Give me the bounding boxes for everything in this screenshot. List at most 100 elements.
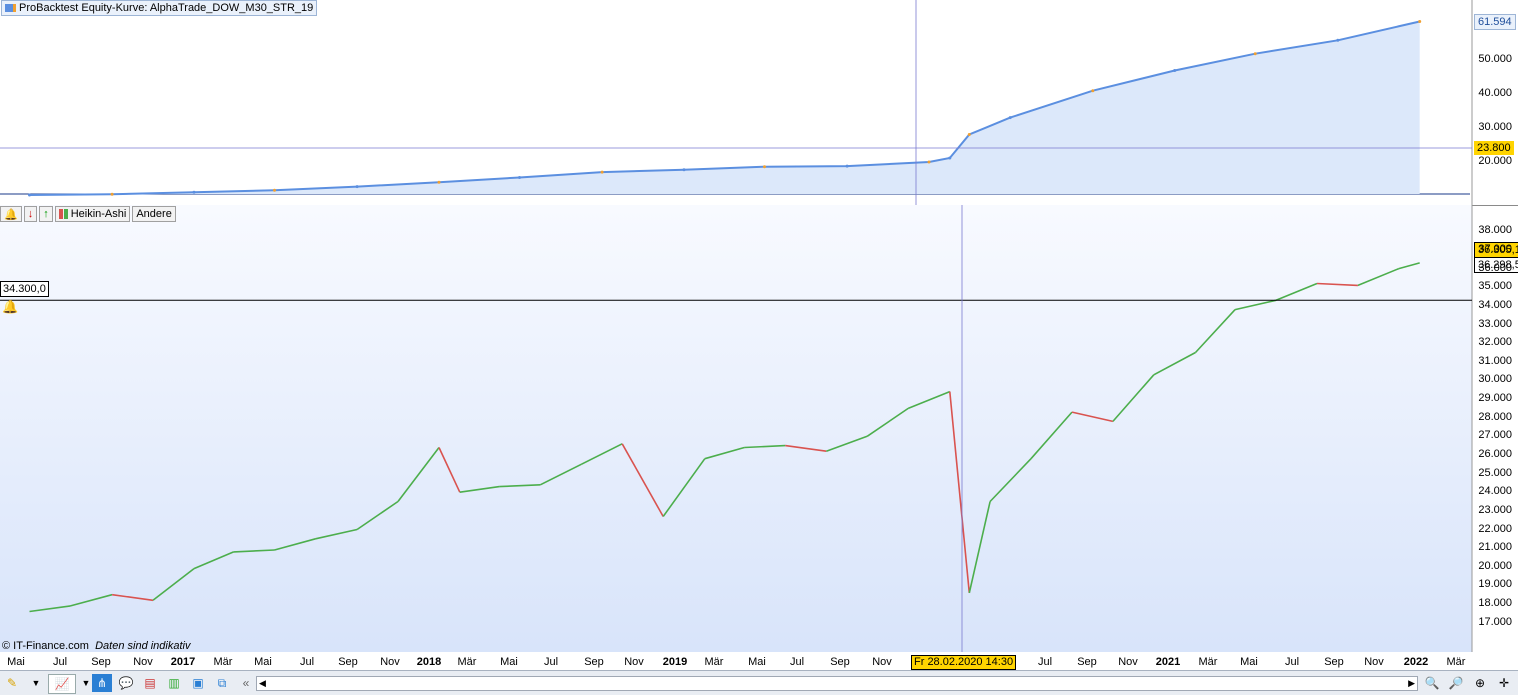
sell-arrow-button[interactable]: ↓: [23, 206, 38, 222]
time-axis-label: Mai: [1240, 656, 1258, 668]
time-axis-label: 2022: [1403, 656, 1429, 668]
price-segment: [1112, 374, 1155, 422]
equity-point: [518, 176, 521, 179]
time-axis-label: Jul: [789, 656, 805, 668]
layout-icon[interactable]: ⧉: [217, 675, 227, 690]
price-ytick: 19.000: [1478, 578, 1512, 590]
time-axis-label: Mär: [213, 656, 233, 668]
price-segment: [70, 593, 113, 607]
scroll-right-icon[interactable]: ▶: [1408, 678, 1415, 688]
time-axis-label: 2021: [1155, 656, 1181, 668]
time-axis-label: Sep: [338, 656, 358, 668]
price-segment: [1234, 299, 1277, 311]
price-ytick: 26.000: [1478, 448, 1512, 460]
level-line-label[interactable]: 34.300,0: [0, 281, 49, 297]
price-segment: [1071, 411, 1114, 423]
price-segment: [866, 407, 909, 437]
price-ytick: 32.000: [1478, 336, 1512, 348]
equity-ytick: 40.000: [1478, 87, 1512, 99]
price-ytick: 34.000: [1478, 299, 1512, 311]
heikin-ashi-button[interactable]: Heikin-Ashi: [54, 206, 131, 222]
crosshair-icon[interactable]: ✛: [1498, 676, 1510, 690]
price-segment: [744, 444, 786, 449]
price-chart-panel[interactable]: 🔔 ↓ ↑ Heikin-Ashi Andere 34.300,0 🔔 36.3…: [0, 205, 1518, 652]
time-axis-label: Nov: [1118, 656, 1138, 668]
crosshair-date-tag: Fr 28.02.2020 14:30: [911, 655, 1017, 670]
price-chart-background: [0, 205, 1472, 652]
equity-point: [1008, 116, 1012, 120]
alarm-bell-button[interactable]: 🔔: [0, 206, 22, 222]
equity-point: [845, 164, 849, 168]
pencil-icon[interactable]: ✎: [6, 676, 18, 690]
time-axis-label: Mai: [748, 656, 766, 668]
chart-type-dropdown-icon[interactable]: ▼: [81, 678, 91, 688]
price-chart: [0, 205, 1473, 652]
horizontal-scrollbar[interactable]: ◀ ▶: [256, 676, 1418, 691]
buy-arrow-button[interactable]: ↑: [39, 206, 53, 222]
price-segment: [621, 443, 664, 517]
price-segment: [949, 391, 971, 593]
price-segment: [1275, 282, 1318, 302]
price-segment: [315, 528, 358, 540]
scroll-left-icon[interactable]: ◀: [259, 678, 266, 688]
time-axis-label: Jul: [543, 656, 559, 668]
equity-point: [1091, 89, 1095, 93]
time-axis-label: Mai: [500, 656, 518, 668]
dropdown-arrow-icon[interactable]: ▼: [31, 678, 41, 688]
share-icon[interactable]: ⋔: [92, 674, 112, 692]
chart-type-icon[interactable]: 📈: [48, 674, 76, 694]
comment-icon[interactable]: 💬: [118, 676, 134, 690]
indicator-icon[interactable]: ▤: [144, 676, 156, 690]
price-segment: [459, 485, 500, 493]
equity-point: [192, 190, 196, 194]
price-segment: [499, 484, 541, 488]
equity-point: [927, 160, 931, 164]
scroll-back-icon[interactable]: «: [242, 676, 250, 690]
equity-ytick: 50.000: [1478, 53, 1512, 65]
alarm-bell-icon[interactable]: 🔔: [2, 299, 19, 314]
andere-button[interactable]: Andere: [132, 206, 176, 222]
equity-current-value: 61.594: [1474, 14, 1516, 30]
time-axis-label: Jul: [299, 656, 315, 668]
footer-text: © IT-Finance.com Daten sind indikativ: [2, 640, 190, 652]
price-ytick: 17.000: [1478, 616, 1512, 628]
price-second-tag: 36.298,5: [1474, 257, 1518, 273]
time-axis-label: 2017: [170, 656, 196, 668]
price-segment: [1357, 267, 1400, 287]
price-segment: [968, 501, 991, 594]
zoom-reset-icon[interactable]: ⊕: [1474, 676, 1486, 690]
price-segment: [989, 458, 1032, 503]
disclaimer-text: Daten sind indikativ: [95, 640, 191, 652]
equity-point: [967, 133, 971, 136]
price-segment: [356, 500, 399, 531]
price-segment: [580, 443, 623, 466]
price-segment: [1194, 309, 1236, 354]
zoom-out-icon[interactable]: 🔎: [1448, 676, 1464, 690]
time-axis-label: Sep: [584, 656, 604, 668]
equity-point: [1336, 38, 1340, 42]
equity-point: [437, 180, 441, 184]
price-ytick: 30.000: [1478, 373, 1512, 385]
time-axis-label: 2018: [416, 656, 442, 668]
equity-line: [29, 20, 1420, 196]
equity-curve-panel[interactable]: ProBacktest Equity-Kurve: AlphaTrade_DOW…: [0, 0, 1518, 206]
price-ytick: 27.000: [1478, 429, 1512, 441]
price-segment: [1316, 282, 1358, 287]
time-axis-label: Nov: [624, 656, 644, 668]
equity-title-text: ProBacktest Equity-Kurve: AlphaTrade_DOW…: [19, 2, 314, 14]
equity-crosshair-value: 23.800: [1474, 141, 1514, 155]
price-segment: [29, 605, 71, 613]
window-icon[interactable]: ▣: [192, 676, 204, 690]
equity-point: [600, 170, 604, 174]
equity-point: [1253, 52, 1257, 56]
price-ytick: 38.000: [1478, 224, 1512, 236]
price-ytick: 25.000: [1478, 467, 1512, 479]
price-segment: [704, 446, 745, 460]
zoom-in-icon[interactable]: 🔍: [1424, 676, 1440, 690]
list-icon[interactable]: ▥: [168, 676, 180, 690]
equity-point: [1418, 20, 1422, 23]
price-segment: [826, 435, 868, 452]
time-axis-label: Sep: [830, 656, 850, 668]
time-axis-label: Sep: [91, 656, 111, 668]
price-segment: [111, 593, 154, 602]
